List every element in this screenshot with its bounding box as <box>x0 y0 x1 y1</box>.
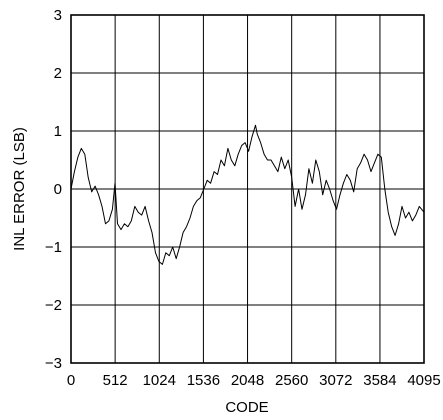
y-tick-label: 3 <box>54 7 62 24</box>
x-tick-label: 1024 <box>143 372 176 389</box>
x-tick-label: 2560 <box>275 372 308 389</box>
grid <box>71 15 424 363</box>
y-tick-label: −2 <box>45 297 62 314</box>
x-tick-label: 2048 <box>231 372 264 389</box>
y-tick-labels: −3 −2 −1 0 1 2 3 <box>45 7 62 372</box>
x-tick-label: 1536 <box>187 372 220 389</box>
series-group <box>70 124 425 265</box>
plot-frame <box>70 14 425 364</box>
y-tick-label: 2 <box>54 65 62 82</box>
y-tick-label: 0 <box>54 181 62 198</box>
x-tick-label: 0 <box>67 372 75 389</box>
x-tick-label: 3072 <box>319 372 352 389</box>
x-tick-label: 4095 <box>407 372 440 389</box>
y-tick-label: −1 <box>45 239 62 256</box>
y-tick-label: 1 <box>54 123 62 140</box>
y-tick-label: −3 <box>45 355 62 372</box>
x-tick-label: 512 <box>103 372 128 389</box>
series-line <box>70 124 425 265</box>
y-axis-label: INL ERROR (LSB) <box>11 127 28 251</box>
x-tick-labels: 0 512 1024 1536 2048 2560 3072 3584 4095 <box>67 372 441 389</box>
x-tick-label: 3584 <box>363 372 396 389</box>
x-axis-label: CODE <box>225 399 268 416</box>
